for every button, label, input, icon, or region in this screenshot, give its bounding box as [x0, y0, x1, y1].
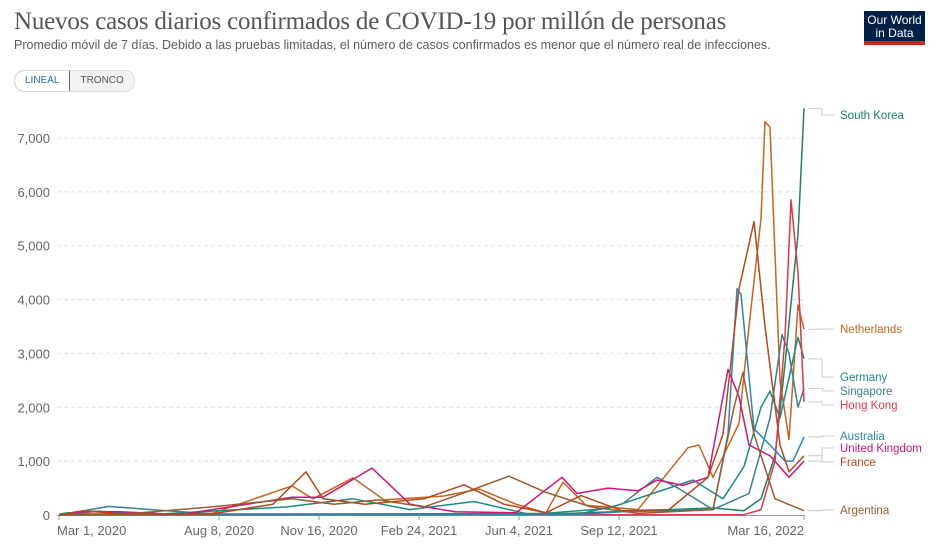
series-label: Netherlands	[840, 324, 902, 336]
series-line-france	[58, 220, 805, 516]
x-tick-label: Mar 16, 2022	[727, 523, 804, 538]
label-connector	[808, 435, 834, 438]
series-label: South Korea	[840, 110, 905, 122]
label-connector	[808, 387, 834, 392]
series-label: Germany	[840, 372, 888, 384]
log-scale-button[interactable]: TRONCO	[70, 71, 134, 91]
label-connector	[808, 447, 834, 462]
series-label: France	[840, 457, 876, 469]
y-tick-label: 6,000	[17, 185, 50, 200]
scale-toggle: LINEAL TRONCO	[14, 70, 135, 92]
x-tick-label: Nov 16, 2020	[280, 523, 357, 538]
x-tick-label: Feb 24, 2021	[381, 523, 458, 538]
y-tick-label: 0	[43, 508, 50, 523]
y-tick-label: 3,000	[17, 346, 50, 361]
series-line-singapore	[58, 333, 805, 516]
series-label: Australia	[840, 431, 885, 443]
series-line-united-kingdom	[58, 368, 805, 516]
y-tick-label: 2,000	[17, 400, 50, 415]
label-connector	[808, 107, 834, 116]
x-tick-label: Jun 4, 2021	[485, 523, 553, 538]
x-tick-label: Mar 1, 2020	[57, 523, 126, 538]
owid-logo[interactable]: Our World in Data	[864, 11, 925, 45]
series-line-hong-kong	[58, 199, 805, 516]
label-connector	[808, 401, 834, 406]
y-tick-label: 1,000	[17, 454, 50, 469]
series-line-south-korea	[58, 108, 805, 516]
series-line-netherlands	[58, 121, 805, 516]
series-label: United Kingdom	[840, 443, 922, 455]
label-connector	[808, 358, 834, 378]
y-tick-label: 5,000	[17, 239, 50, 254]
label-connector	[808, 509, 834, 512]
series-line-argentina	[58, 371, 805, 516]
linear-scale-button[interactable]: LINEAL	[14, 71, 71, 91]
series-line-germany	[58, 336, 805, 516]
series-label: Argentina	[840, 505, 890, 517]
series-label: Hong Kong	[840, 400, 898, 412]
x-tick-label: Sep 12, 2021	[580, 523, 657, 538]
y-tick-label: 7,000	[17, 131, 50, 146]
series-line-australia	[58, 288, 805, 516]
y-tick-label: 4,000	[17, 293, 50, 308]
series-label: Singapore	[840, 386, 892, 398]
x-tick-label: Aug 8, 2020	[184, 523, 254, 538]
label-connector	[808, 455, 834, 463]
chart-title: Nuevos casos diarios confirmados de COVI…	[14, 8, 727, 35]
chart-subtitle: Promedio móvil de 7 días. Debido a las p…	[14, 38, 771, 52]
